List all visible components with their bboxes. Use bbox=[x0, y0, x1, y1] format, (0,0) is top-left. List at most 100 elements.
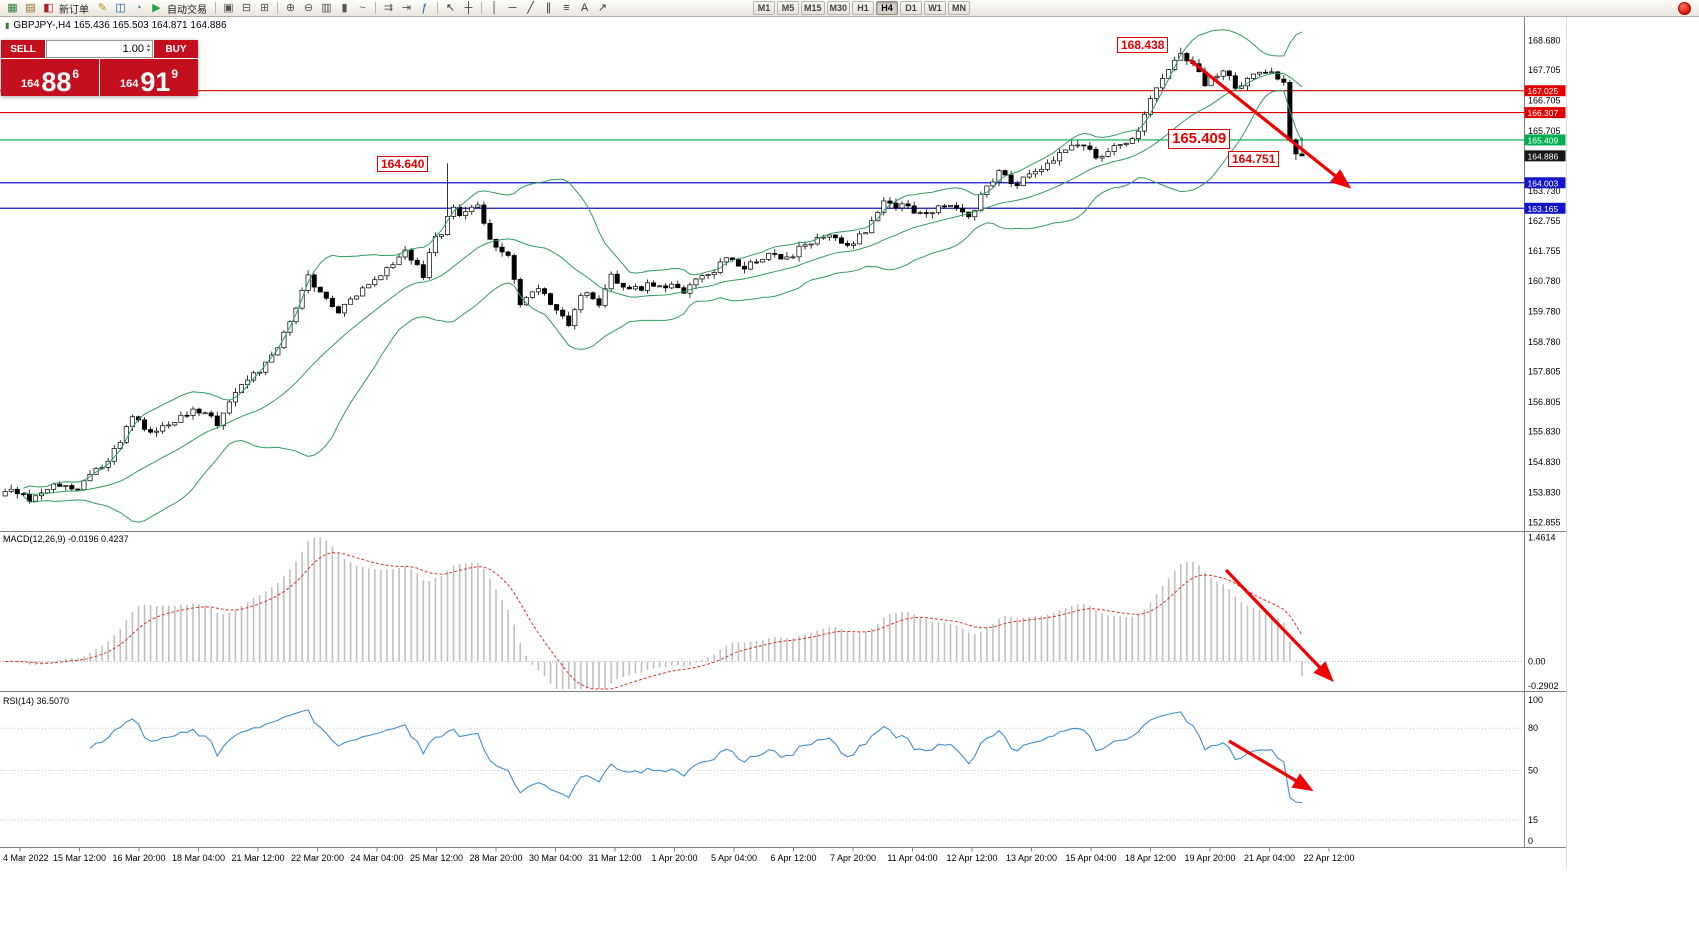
chart-profiles-icon[interactable]: ▤ bbox=[25, 1, 36, 14]
autotrading-icon[interactable]: ▶ bbox=[152, 1, 161, 14]
macd-histogram bbox=[10, 537, 1303, 689]
sell-button[interactable]: SELL bbox=[1, 40, 45, 58]
zoom-in-icon[interactable]: ⊕ bbox=[285, 1, 296, 14]
auto-scroll-icon[interactable]: ⇉ bbox=[383, 1, 394, 14]
rsi-label: RSI(14) 36.5070 bbox=[3, 696, 69, 706]
crosshair-icon[interactable]: ┼ bbox=[464, 1, 473, 14]
bollinger-bands bbox=[22, 29, 1303, 523]
rsi-line bbox=[89, 709, 1303, 804]
svg-text:31 Mar 12:00: 31 Mar 12:00 bbox=[588, 853, 641, 863]
trend-arrow[interactable] bbox=[1224, 568, 1334, 682]
svg-text:1 Apr 20:00: 1 Apr 20:00 bbox=[651, 853, 697, 863]
svg-text:100: 100 bbox=[1528, 695, 1543, 705]
timeframe-h4[interactable]: H4 bbox=[876, 1, 899, 15]
svg-text:155.830: 155.830 bbox=[1528, 427, 1561, 437]
metaeditor-icon[interactable]: ✎ bbox=[97, 1, 108, 14]
price-badge bbox=[1524, 107, 1566, 119]
price-annotation[interactable]: 164.751 bbox=[1228, 151, 1280, 168]
price-badge bbox=[1524, 202, 1566, 214]
timeframe-m15[interactable]: M15 bbox=[801, 1, 825, 15]
cascade-windows-icon[interactable]: ▣ bbox=[223, 1, 234, 14]
svg-text:13 Apr 20:00: 13 Apr 20:00 bbox=[1006, 853, 1057, 863]
price-annotation[interactable]: 164.640 bbox=[377, 156, 429, 173]
bar-chart-mode-icon[interactable]: ▥ bbox=[321, 1, 332, 14]
trend-arrow[interactable] bbox=[1189, 58, 1352, 189]
vertical-line-icon[interactable]: │ bbox=[491, 1, 498, 14]
sell-price-button[interactable]: 164 88 6 bbox=[1, 59, 99, 96]
volume-increase-button[interactable]: ▴ bbox=[146, 43, 150, 49]
svg-text:160.780: 160.780 bbox=[1528, 276, 1561, 286]
svg-text:-0.2902: -0.2902 bbox=[1528, 681, 1559, 691]
horizontal-line-icon[interactable]: ─ bbox=[508, 1, 517, 14]
zoom-out-icon[interactable]: ⊖ bbox=[303, 1, 314, 14]
svg-text:18 Mar 04:00: 18 Mar 04:00 bbox=[172, 853, 225, 863]
svg-text:18 Apr 12:00: 18 Apr 12:00 bbox=[1125, 853, 1176, 863]
candlestick-mode-icon[interactable]: ▮ bbox=[341, 1, 348, 14]
equidistant-channel-icon[interactable]: ∥ bbox=[545, 1, 552, 14]
svg-text:159.780: 159.780 bbox=[1528, 306, 1561, 316]
trendline-icon[interactable]: ╱ bbox=[527, 1, 534, 14]
price-axis: 168.680 167.705 166.705 165.705 163.730 162.7… bbox=[0, 17, 1567, 868]
svg-text:16 Mar 20:00: 16 Mar 20:00 bbox=[112, 853, 165, 863]
chart-shift-icon[interactable]: ⇥ bbox=[401, 1, 412, 14]
rsi-panel: RSI(14) 36.5070 100 80 50 15 0 bbox=[0, 695, 1543, 846]
toolbar: ▦ ▤ ◧ 新订单 ✎ ◫ ◔ ▶ 自动交易 ▣ ⊟ ⊞ ⊕ ⊖ ▥ ▮ ~ ⇉ ⇥ ƒ ↖ ┼ │ ─ ╱ ∥ ≡ A ↗ M1 M5 M1… bbox=[0, 0, 1699, 17]
timeframe-d1[interactable]: D1 bbox=[900, 1, 923, 15]
svg-text:156.805: 156.805 bbox=[1528, 397, 1561, 407]
cursor-icon[interactable]: ↖ bbox=[445, 1, 456, 14]
timeframe-mn[interactable]: MN bbox=[948, 1, 971, 15]
trend-arrows bbox=[1189, 58, 1352, 792]
timeframe-m1[interactable]: M1 bbox=[753, 1, 775, 15]
svg-text:166.705: 166.705 bbox=[1528, 95, 1561, 105]
sell-price-pip: 6 bbox=[72, 67, 80, 81]
volume-decrease-button[interactable]: ▾ bbox=[146, 48, 150, 54]
time-axis: 4 Mar 2022 15 Mar 12:00 16 Mar 20:00 18 Mar… bbox=[3, 848, 1355, 863]
bollinger-upper-band bbox=[23, 29, 1303, 489]
timeframe-w1[interactable]: W1 bbox=[924, 1, 947, 15]
svg-text:167.025: 167.025 bbox=[1528, 86, 1559, 96]
svg-text:15 Mar 12:00: 15 Mar 12:00 bbox=[53, 853, 106, 863]
svg-text:7 Apr 20:00: 7 Apr 20:00 bbox=[830, 853, 876, 863]
fibonacci-icon[interactable]: ≡ bbox=[563, 1, 570, 14]
timeframe-m5[interactable]: M5 bbox=[777, 1, 799, 15]
svg-text:12 Apr 12:00: 12 Apr 12:00 bbox=[946, 853, 997, 863]
volume-field[interactable]: 1.00 ▴ ▾ bbox=[46, 40, 153, 58]
svg-text:0.00: 0.00 bbox=[1528, 657, 1546, 667]
buy-price-big: 91 bbox=[140, 67, 171, 98]
svg-text:166.307: 166.307 bbox=[1528, 108, 1559, 118]
tile-vertically-icon[interactable]: ⊞ bbox=[259, 1, 270, 14]
text-label-icon[interactable]: A bbox=[580, 1, 589, 14]
toolbar-separator bbox=[375, 2, 376, 14]
trend-arrow[interactable] bbox=[1228, 739, 1314, 792]
timeframe-h1[interactable]: H1 bbox=[852, 1, 875, 15]
price-annotation[interactable]: 168.438 bbox=[1117, 37, 1169, 54]
indicators-icon[interactable]: ƒ bbox=[421, 1, 428, 14]
timeframe-m30[interactable]: M30 bbox=[826, 1, 851, 15]
new-order-icon[interactable]: ◧ bbox=[43, 1, 54, 14]
svg-text:163.165: 163.165 bbox=[1528, 204, 1559, 214]
notification-icon[interactable] bbox=[1678, 2, 1691, 15]
autotrading-label[interactable]: 自动交易 bbox=[167, 4, 207, 16]
buy-button[interactable]: BUY bbox=[154, 40, 198, 58]
tile-horizontally-icon[interactable]: ⊟ bbox=[241, 1, 252, 14]
line-chart-mode-icon[interactable]: ~ bbox=[359, 1, 366, 14]
macd-signal-line bbox=[5, 552, 1303, 690]
svg-text:158.780: 158.780 bbox=[1528, 337, 1561, 347]
new-order-label[interactable]: 新订单 bbox=[59, 4, 89, 16]
svg-text:21 Apr 04:00: 21 Apr 04:00 bbox=[1244, 853, 1295, 863]
terminal-icon[interactable]: ◫ bbox=[115, 1, 126, 14]
price-annotation[interactable]: 165.409 bbox=[1168, 129, 1231, 149]
toolbar-separator bbox=[481, 2, 482, 14]
price-badge bbox=[1524, 177, 1566, 189]
new-chart-icon[interactable]: ▦ bbox=[7, 1, 18, 14]
strategy-tester-icon[interactable]: ◔ bbox=[135, 1, 142, 14]
symbol-ohlc-text: GBPJPY-,H4 165.436 165.503 164.871 164.8… bbox=[13, 20, 227, 31]
arrow-object-icon[interactable]: ↗ bbox=[597, 1, 608, 14]
macd-panel: MACD(12,26,9) -0.0196 0.4237 1.4614 0.00 -0… bbox=[0, 532, 1559, 691]
svg-text:154.830: 154.830 bbox=[1528, 457, 1561, 467]
svg-text:161.755: 161.755 bbox=[1528, 246, 1561, 256]
svg-text:165.705: 165.705 bbox=[1528, 126, 1561, 136]
buy-price-button[interactable]: 164 91 9 bbox=[100, 59, 198, 96]
